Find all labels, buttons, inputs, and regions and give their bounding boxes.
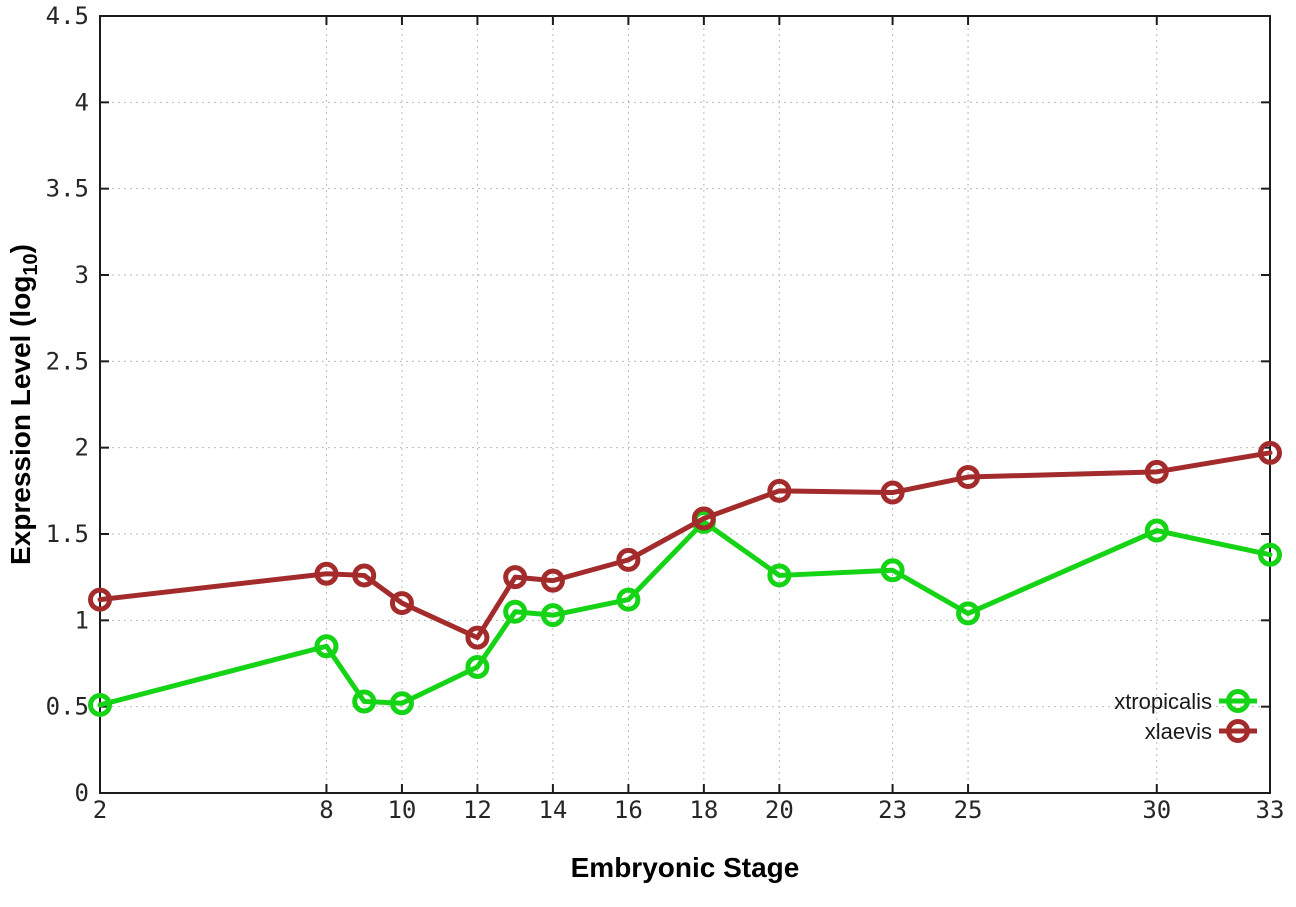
series-xlaevis-marker [691, 506, 716, 531]
x-tick-label: 16 [614, 796, 643, 824]
series-xtropicalis [88, 509, 1282, 717]
series-xlaevis-marker [352, 563, 377, 588]
series-xtropicalis-marker [88, 692, 112, 717]
plot-border [99, 15, 1271, 794]
series-xlaevis-marker [767, 478, 792, 503]
x-axis-title: Embryonic Stage [571, 852, 800, 883]
series-xlaevis-marker [1144, 459, 1169, 484]
series-xtropicalis-marker [314, 634, 339, 659]
y-tick-label: 2.5 [46, 347, 89, 375]
series-xtropicalis-line [97, 519, 1273, 708]
series-xtropicalis-marker [389, 691, 414, 716]
legend-label-xtropicalis: xtropicalis [1114, 689, 1212, 714]
x-tick-labels: 2 8 10 12 14 16 18 20 23 25 30 33 [93, 796, 1285, 824]
x-tick-label: 10 [387, 796, 416, 824]
y-axis-title: Expression Level (log10) [5, 244, 42, 565]
y-tick-label: 4.5 [46, 2, 89, 30]
series-xtropicalis-marker [352, 689, 377, 714]
series-xlaevis-marker [880, 480, 905, 505]
legend: xtropicalis xlaevis [1114, 689, 1257, 744]
series-xlaevis-marker [314, 561, 339, 586]
series-xtropicalis-marker [465, 654, 490, 679]
series-xlaevis-marker [503, 565, 528, 590]
series-xlaevis [88, 440, 1282, 650]
y-tick-labels: 0 0.5 1 1.5 2 2.5 3 3.5 4 4.5 [46, 2, 89, 807]
y-tick-label: 3.5 [46, 175, 89, 203]
y-tick-label: 0.5 [46, 693, 89, 721]
y-tick-label: 0 [75, 779, 89, 807]
legend-marker-xlaevis [1226, 719, 1250, 743]
series-xtropicalis-marker [880, 558, 905, 583]
y-tick-label: 1.5 [46, 520, 89, 548]
x-tick-label: 30 [1142, 796, 1171, 824]
series-xlaevis-marker [389, 591, 414, 616]
series-xtropicalis-marker [956, 601, 981, 626]
legend-entry-xlaevis: xlaevis [1145, 719, 1257, 744]
legend-entry-xtropicalis: xtropicalis [1114, 689, 1257, 714]
series-xtropicalis-marker [767, 563, 792, 588]
y-tick-label: 3 [75, 261, 89, 289]
x-tick-label: 14 [538, 796, 567, 824]
y-tick-label: 1 [75, 606, 89, 634]
series-xlaevis-marker [465, 625, 490, 650]
x-tick-label: 12 [463, 796, 492, 824]
x-tick-label: 8 [319, 796, 333, 824]
series-xlaevis-marker [1258, 440, 1282, 465]
series-xtropicalis-marker [540, 603, 565, 628]
x-tick-label: 18 [689, 796, 718, 824]
series-xlaevis-marker [616, 547, 641, 572]
series-xtropicalis-marker [1258, 542, 1282, 567]
x-tick-label: 23 [878, 796, 907, 824]
x-tick-label: 25 [954, 796, 983, 824]
x-tick-label: 20 [765, 796, 794, 824]
y-tick-label: 2 [75, 434, 89, 462]
series-xtropicalis-marker [616, 587, 641, 612]
series-xlaevis-marker [956, 465, 981, 490]
legend-label-xlaevis: xlaevis [1145, 719, 1212, 744]
legend-marker-xtropicalis [1226, 689, 1250, 713]
series-xtropicalis-marker [1144, 518, 1169, 543]
x-tick-label: 2 [93, 796, 107, 824]
y-tick-label: 4 [75, 88, 89, 116]
series-xtropicalis-marker [503, 599, 528, 624]
series-xlaevis-marker [540, 568, 565, 593]
x-tick-label: 33 [1256, 796, 1285, 824]
series-xlaevis-marker [88, 587, 112, 612]
